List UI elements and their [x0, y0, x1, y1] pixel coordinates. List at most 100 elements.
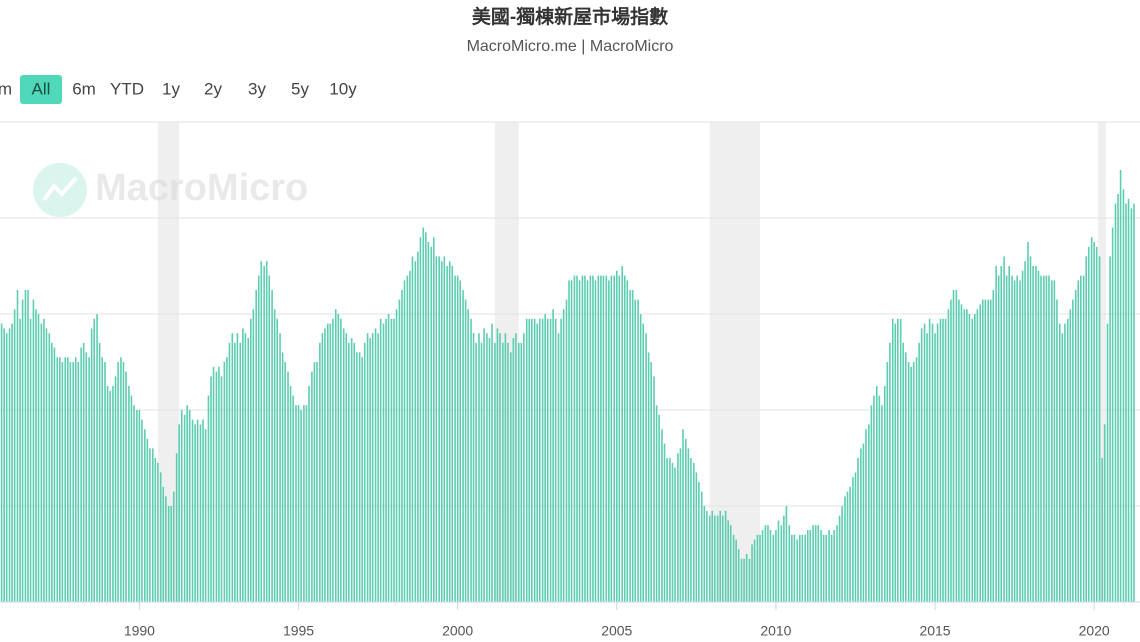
bar	[112, 386, 114, 602]
bar	[480, 342, 483, 602]
bar	[708, 515, 711, 602]
bar	[85, 352, 88, 602]
bar	[544, 314, 546, 602]
bar	[228, 342, 231, 602]
bar	[104, 362, 106, 602]
bar	[1051, 280, 1053, 602]
range-button[interactable]: m	[0, 79, 12, 98]
bar	[464, 299, 467, 602]
bar	[178, 424, 180, 602]
bar	[814, 525, 817, 602]
bar	[1080, 275, 1082, 602]
range-button-label[interactable]: 6m	[72, 79, 96, 98]
bar	[806, 530, 809, 602]
range-button[interactable]: YTD	[110, 79, 144, 98]
bar	[430, 246, 433, 603]
range-button-label[interactable]: 1y	[162, 79, 180, 98]
bar	[403, 280, 406, 602]
bar	[382, 323, 385, 602]
bar	[109, 390, 111, 602]
bar	[202, 419, 204, 602]
bar	[661, 429, 663, 602]
range-button-label[interactable]: All	[32, 79, 51, 98]
bar	[1037, 270, 1040, 602]
bar	[401, 290, 403, 602]
bar	[419, 237, 422, 602]
bar	[279, 333, 281, 602]
range-button-label[interactable]: 5y	[291, 79, 309, 98]
bar	[72, 362, 74, 602]
range-button[interactable]: All	[20, 75, 62, 104]
bar	[533, 318, 536, 602]
bar	[605, 275, 608, 602]
bar	[287, 371, 289, 602]
bar	[952, 290, 955, 602]
range-button[interactable]: 3y	[248, 79, 266, 98]
bar	[907, 362, 910, 602]
bar	[785, 506, 788, 602]
bar	[1095, 246, 1098, 603]
bar	[976, 309, 979, 602]
bar	[997, 275, 1000, 602]
x-tick-label: 2005	[601, 623, 632, 639]
bar	[1005, 275, 1008, 602]
bar	[425, 232, 427, 602]
bar	[878, 395, 881, 602]
bar	[342, 328, 345, 602]
bar	[353, 342, 356, 602]
range-button[interactable]: 5y	[291, 79, 309, 98]
range-button-label[interactable]: 3y	[248, 79, 266, 98]
bar	[204, 429, 207, 602]
bar	[663, 443, 666, 602]
bar	[101, 357, 103, 602]
bar	[703, 506, 706, 602]
bar	[35, 309, 37, 602]
range-button[interactable]: 10y	[329, 79, 357, 98]
bar	[894, 323, 897, 602]
bar	[138, 410, 141, 602]
range-button-label[interactable]: YTD	[110, 79, 144, 98]
bar	[172, 491, 175, 602]
bar	[146, 438, 149, 602]
bar	[642, 323, 644, 602]
bar	[989, 299, 992, 602]
bar	[167, 506, 170, 602]
bar	[273, 309, 276, 602]
bar	[788, 525, 791, 602]
bar	[597, 275, 600, 602]
bar	[1053, 280, 1056, 602]
shaded-periods	[157, 122, 1106, 602]
range-button-label[interactable]: 10y	[329, 79, 357, 98]
bar	[1035, 266, 1037, 602]
range-button[interactable]: 2y	[204, 79, 222, 98]
bar	[936, 323, 939, 602]
bar	[685, 438, 687, 602]
range-button[interactable]: 6m	[72, 79, 96, 98]
bar	[1087, 246, 1090, 603]
bar	[690, 458, 692, 602]
bar	[772, 534, 775, 602]
bar	[600, 275, 602, 602]
bar	[260, 261, 263, 602]
bar	[43, 318, 45, 602]
range-button[interactable]: 1y	[162, 79, 180, 98]
bar	[987, 299, 989, 602]
bar	[387, 314, 390, 602]
bar	[409, 270, 411, 602]
bar	[745, 554, 748, 602]
bar	[775, 530, 777, 602]
range-button-label[interactable]: m	[0, 79, 12, 98]
bar	[61, 362, 64, 602]
watermark-icon-line	[42, 176, 78, 202]
bar	[546, 318, 549, 602]
range-button-label[interactable]: 2y	[204, 79, 222, 98]
range-button-bg[interactable]	[20, 75, 62, 104]
bar	[698, 482, 700, 602]
x-axis: 1990 1995 2000 2005 2010 2015 2020	[0, 601, 1140, 639]
bar	[565, 299, 568, 602]
bar	[239, 342, 242, 602]
bar	[157, 462, 159, 602]
bar	[292, 395, 294, 602]
bar	[16, 290, 19, 602]
